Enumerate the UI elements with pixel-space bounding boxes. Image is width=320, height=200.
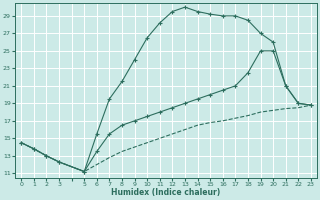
X-axis label: Humidex (Indice chaleur): Humidex (Indice chaleur) [111,188,221,197]
